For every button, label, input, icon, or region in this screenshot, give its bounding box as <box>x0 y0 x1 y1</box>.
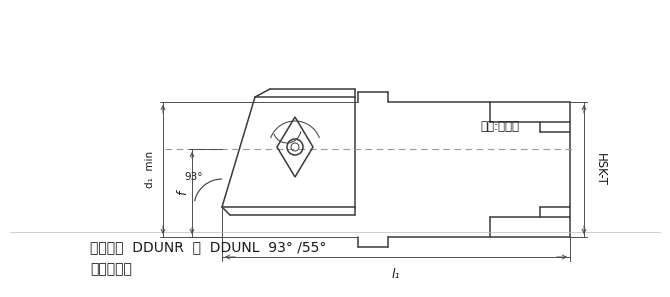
Text: d₁  min: d₁ min <box>145 151 155 188</box>
Text: l₁: l₁ <box>392 268 400 281</box>
Text: 车刀刀体  DDUNR  ｜  DDUNL  93° /55°: 车刀刀体 DDUNR ｜ DDUNL 93° /55° <box>90 240 326 254</box>
Text: 视图:右款式: 视图:右款式 <box>480 121 519 133</box>
Text: f: f <box>176 191 190 195</box>
Text: HSK-T: HSK-T <box>594 153 606 186</box>
Text: 93°: 93° <box>185 172 203 182</box>
Text: 负前角刀片: 负前角刀片 <box>90 262 132 276</box>
